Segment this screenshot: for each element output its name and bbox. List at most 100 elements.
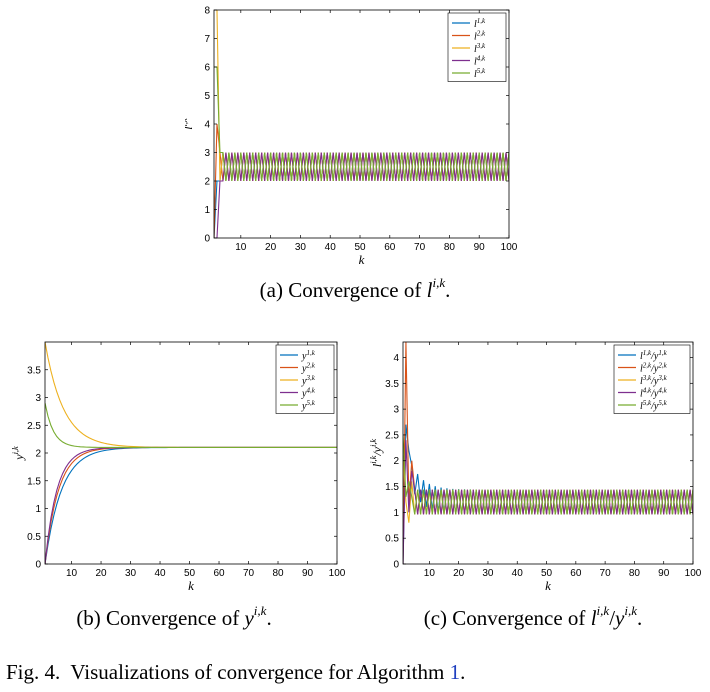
b-legend-label-5: y5,k​ xyxy=(301,399,316,412)
caption-a-symbol: l xyxy=(426,277,433,302)
c-ytick-label: 2 xyxy=(393,456,399,467)
caption-c-symbol: l xyxy=(590,605,597,630)
caption-a-sup: i,k xyxy=(432,275,446,290)
caption-c-sup2: i,k xyxy=(624,603,638,618)
a-xtick-label: 70 xyxy=(414,242,426,253)
b-xtick-label: 80 xyxy=(272,568,284,579)
c-ylabel: li,k​/yi,k​ xyxy=(369,439,384,468)
a-legend-label-5: l5,k​ xyxy=(474,67,486,80)
b-plot-area xyxy=(45,342,337,564)
c-series-5 xyxy=(403,434,693,515)
c-legend-label-3: l3,k​/y3,k​ xyxy=(640,374,668,387)
a-xtick-label: 100 xyxy=(501,242,518,253)
c-plot-area xyxy=(403,342,693,564)
a-legend-label-4: l4,k​ xyxy=(474,54,486,67)
c-xtick-label: 100 xyxy=(685,568,702,579)
a-ytick-label: 6 xyxy=(204,63,210,74)
b-xtick-label: 60 xyxy=(213,568,225,579)
c-ytick-label: 1.5 xyxy=(385,482,399,493)
caption-b: (b) Convergence of yi,k. xyxy=(0,603,348,631)
a-ytick-label: 0 xyxy=(204,234,210,245)
b-series-4 xyxy=(45,446,337,564)
chart-l-convergence: 10 20 30 40 50 60 70 80 90 100 0 1 2 3 4 5 6 7 8 k li,k​ l1,k… xyxy=(185,6,518,268)
b-xtick-label: 70 xyxy=(243,568,255,579)
c-ytick-label: 0 xyxy=(393,560,399,571)
b-series-2 xyxy=(45,446,337,564)
b-xtick-label: 90 xyxy=(302,568,314,579)
c-legend-label-5: l5,k​/y5,k​ xyxy=(640,399,668,412)
figure-caption: Fig. 4. Visualizations of convergence fo… xyxy=(6,660,465,685)
b-ylabel-group: yi,k​ xyxy=(11,446,26,461)
a-ylabel: li,k​ xyxy=(185,118,195,130)
c-xtick-label: 60 xyxy=(570,568,582,579)
a-xtick-label: 50 xyxy=(354,242,366,253)
b-legend xyxy=(275,344,335,414)
b-ytick-label: 2 xyxy=(35,449,41,460)
caption-c-symbol2: y xyxy=(615,605,625,630)
c-xtick-label: 90 xyxy=(658,568,670,579)
figure-caption-label: Fig. 4. xyxy=(6,660,61,684)
figure-caption-ref[interactable]: 1 xyxy=(449,660,461,684)
a-xtick-label: 60 xyxy=(384,242,396,253)
c-ytick-label: 4 xyxy=(393,353,399,364)
b-ytick-label: 1 xyxy=(35,504,41,515)
b-xtick-label: 50 xyxy=(184,568,196,579)
a-ylabel-group: li,k​ xyxy=(185,118,195,130)
b-ytick-label: 3.5 xyxy=(27,365,41,376)
c-ytick-label: 3.5 xyxy=(385,379,399,390)
a-ytick-label: 4 xyxy=(204,120,210,131)
c-ytick-label: 1 xyxy=(393,508,399,519)
caption-c-suffix: . xyxy=(637,605,643,630)
caption-b-sup: i,k xyxy=(253,603,267,618)
caption-b-prefix: (b) Convergence of xyxy=(76,605,245,630)
a-ytick-label: 8 xyxy=(204,6,210,17)
chart-ratio-convergence: 10 20 30 40 50 60 70 80 90 100 0 0.5 1 1.5 2 2.5 3 3.5 4 k l… xyxy=(369,341,702,593)
b-xlabel: k xyxy=(188,578,194,593)
c-axes-box xyxy=(402,341,694,565)
c-legend-label-4: l4,k​/y4,k​ xyxy=(640,386,668,399)
a-ytick-label: 1 xyxy=(204,205,210,216)
a-ytick-label: 7 xyxy=(204,34,210,45)
c-xtick-label: 20 xyxy=(453,568,465,579)
b-ytick-label: 0 xyxy=(35,560,41,571)
b-xtick-label: 20 xyxy=(95,568,107,579)
figure-caption-end: . xyxy=(460,660,466,684)
c-xtick-label: 30 xyxy=(482,568,494,579)
chart-y-convergence: 10 20 30 40 50 60 70 80 90 100 0 0.5 1 1.5 2 2.5 3 3.5 k yi… xyxy=(11,341,346,593)
c-ytick-label: 0.5 xyxy=(385,534,399,545)
a-xtick-label: 40 xyxy=(325,242,337,253)
figure-caption-text: Visualizations of convergence for Algori… xyxy=(60,660,450,684)
a-xtick-label: 30 xyxy=(295,242,307,253)
c-ytick-label: 3 xyxy=(393,405,399,416)
b-series-1 xyxy=(45,446,337,564)
a-ytick-label: 3 xyxy=(204,148,210,159)
a-xlabel: k xyxy=(359,252,365,267)
b-xtick-label: 100 xyxy=(329,568,346,579)
b-legend-label-3: y3,k​ xyxy=(301,374,316,387)
a-xtick-label: 10 xyxy=(235,242,247,253)
caption-c-mid: / xyxy=(609,605,616,630)
b-series-5 xyxy=(45,402,337,448)
b-ytick-label: 0.5 xyxy=(27,532,41,543)
c-xtick-label: 40 xyxy=(512,568,524,579)
b-xtick-label: 40 xyxy=(154,568,166,579)
caption-c: (c) Convergence of li,k/yi,k. xyxy=(358,603,708,631)
a-ytick-label: 2 xyxy=(204,177,210,188)
a-legend-label-2: l2,k​ xyxy=(474,29,486,42)
a-ytick-label: 5 xyxy=(204,91,210,102)
b-ylabel: yi,k​ xyxy=(11,446,26,461)
a-plot-area xyxy=(214,10,509,238)
b-ytick-label: 3 xyxy=(35,393,41,404)
b-legend-label-1: y1,k​ xyxy=(301,349,316,362)
b-ytick-label: 1.5 xyxy=(27,476,41,487)
b-xtick-label: 10 xyxy=(66,568,78,579)
c-legend xyxy=(613,344,691,414)
c-xtick-label: 10 xyxy=(424,568,436,579)
c-ylabel-group: li,k​/yi,k​ xyxy=(369,439,384,468)
b-legend-label-4: y4,k​ xyxy=(301,386,316,399)
c-xtick-label: 70 xyxy=(600,568,612,579)
b-ytick-label: 2.5 xyxy=(27,421,41,432)
caption-b-symbol: y xyxy=(244,605,254,630)
c-ytick-label: 2.5 xyxy=(385,430,399,441)
c-legend-label-2: l2,k​/y2,k​ xyxy=(640,361,668,374)
